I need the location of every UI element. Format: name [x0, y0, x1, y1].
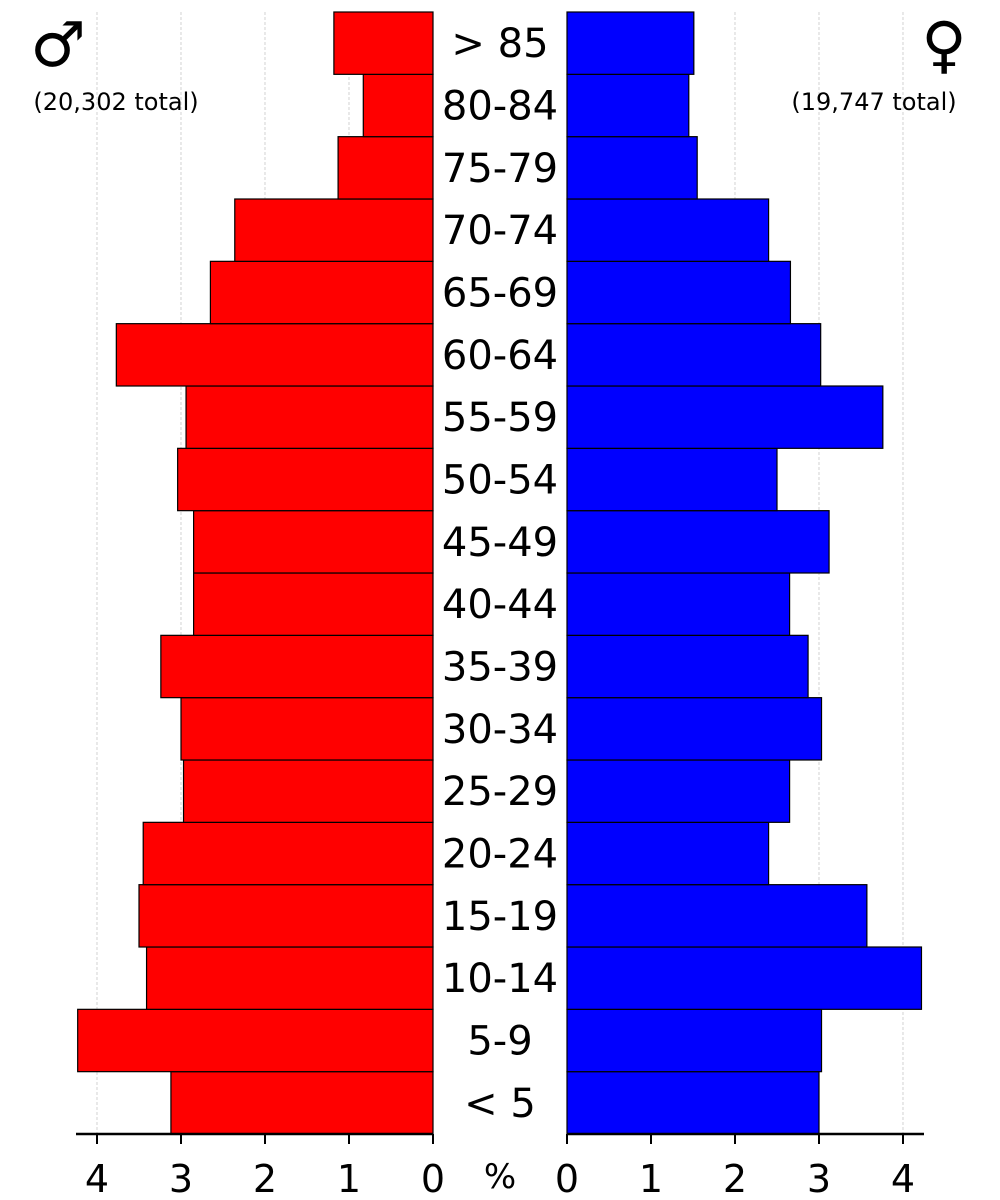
female-bar	[566, 323, 822, 387]
male-symbol: ♂	[30, 8, 86, 81]
male-bar	[160, 634, 434, 699]
age-group-label: 80-84	[442, 84, 558, 130]
male-bar	[234, 198, 434, 262]
female-bar	[566, 946, 923, 1010]
male-bar	[115, 323, 434, 387]
female-x-tick-label: 1	[639, 1157, 663, 1200]
age-group-labels: < 5 5-9 10-14 15-19 20-24 25-29 30-34 35-39 40-4…	[442, 21, 558, 1127]
age-group-label: 20-24	[442, 832, 558, 878]
age-group-label: 50-54	[442, 458, 558, 504]
female-bar	[566, 1071, 820, 1135]
female-bar	[566, 447, 778, 512]
female-bar	[566, 572, 791, 636]
age-group-label: 30-34	[442, 707, 558, 753]
female-bar	[566, 73, 690, 138]
age-group-label: 40-44	[442, 582, 558, 628]
male-bar	[142, 821, 434, 886]
age-group-label: < 5	[464, 1081, 536, 1127]
female-bar	[566, 136, 698, 200]
male-bar	[193, 510, 434, 574]
female-bar	[566, 510, 830, 574]
female-bar	[566, 697, 823, 761]
female-x-tick-label: 2	[723, 1157, 747, 1200]
age-group-label: 65-69	[442, 271, 558, 317]
male-x-tick-label: 2	[253, 1157, 277, 1200]
age-group-label: 70-74	[442, 208, 558, 254]
age-group-label: 75-79	[442, 146, 558, 192]
age-group-label: 15-19	[442, 894, 558, 940]
male-x-tick-label: 0	[421, 1157, 445, 1200]
male-bar	[209, 260, 434, 325]
female-x-tick-label: 0	[555, 1157, 579, 1200]
age-group-label: 5-9	[467, 1019, 532, 1065]
female-bar	[566, 884, 868, 948]
male-bar	[337, 136, 434, 200]
male-x-tick-label: 1	[337, 1157, 361, 1200]
percent-axis-label: %	[484, 1157, 516, 1197]
male-bar	[77, 1008, 434, 1073]
female-bar	[566, 11, 695, 75]
male-bar	[185, 385, 434, 449]
age-group-label: 25-29	[442, 769, 558, 815]
female-x-tick-label: 4	[891, 1157, 915, 1200]
male-bar	[177, 447, 434, 512]
age-group-label: 55-59	[442, 395, 558, 441]
female-bar	[566, 198, 770, 262]
age-group-label: > 85	[451, 21, 548, 67]
male-x-tick-label: 4	[85, 1157, 109, 1200]
male-bar	[145, 946, 434, 1010]
male-bar	[138, 884, 434, 948]
female-bar	[566, 385, 884, 449]
male-bar	[182, 759, 434, 823]
female-bar	[566, 1008, 823, 1073]
age-group-label: 10-14	[442, 956, 558, 1002]
age-group-label: 35-39	[442, 645, 558, 691]
x-axes: 0 0 1 1 2 2 3 3 4 4	[76, 1132, 924, 1200]
female-bar	[566, 260, 792, 325]
male-bar	[180, 697, 434, 761]
female-x-tick-label: 3	[807, 1157, 831, 1200]
male-bar	[193, 572, 434, 636]
male-x-tick-label: 3	[169, 1157, 193, 1200]
female-symbol: ♀	[921, 8, 966, 81]
female-bar	[566, 759, 791, 823]
age-group-label: 45-49	[442, 520, 558, 566]
female-bar	[566, 634, 809, 699]
female-total-label: (19,747 total)	[791, 88, 956, 116]
male-bar	[333, 11, 434, 75]
male-bar	[170, 1071, 434, 1135]
bars	[77, 11, 923, 1135]
age-group-label: 60-64	[442, 333, 558, 379]
female-bar	[566, 821, 770, 886]
male-bar	[362, 73, 434, 138]
male-total-label: (20,302 total)	[33, 88, 198, 116]
